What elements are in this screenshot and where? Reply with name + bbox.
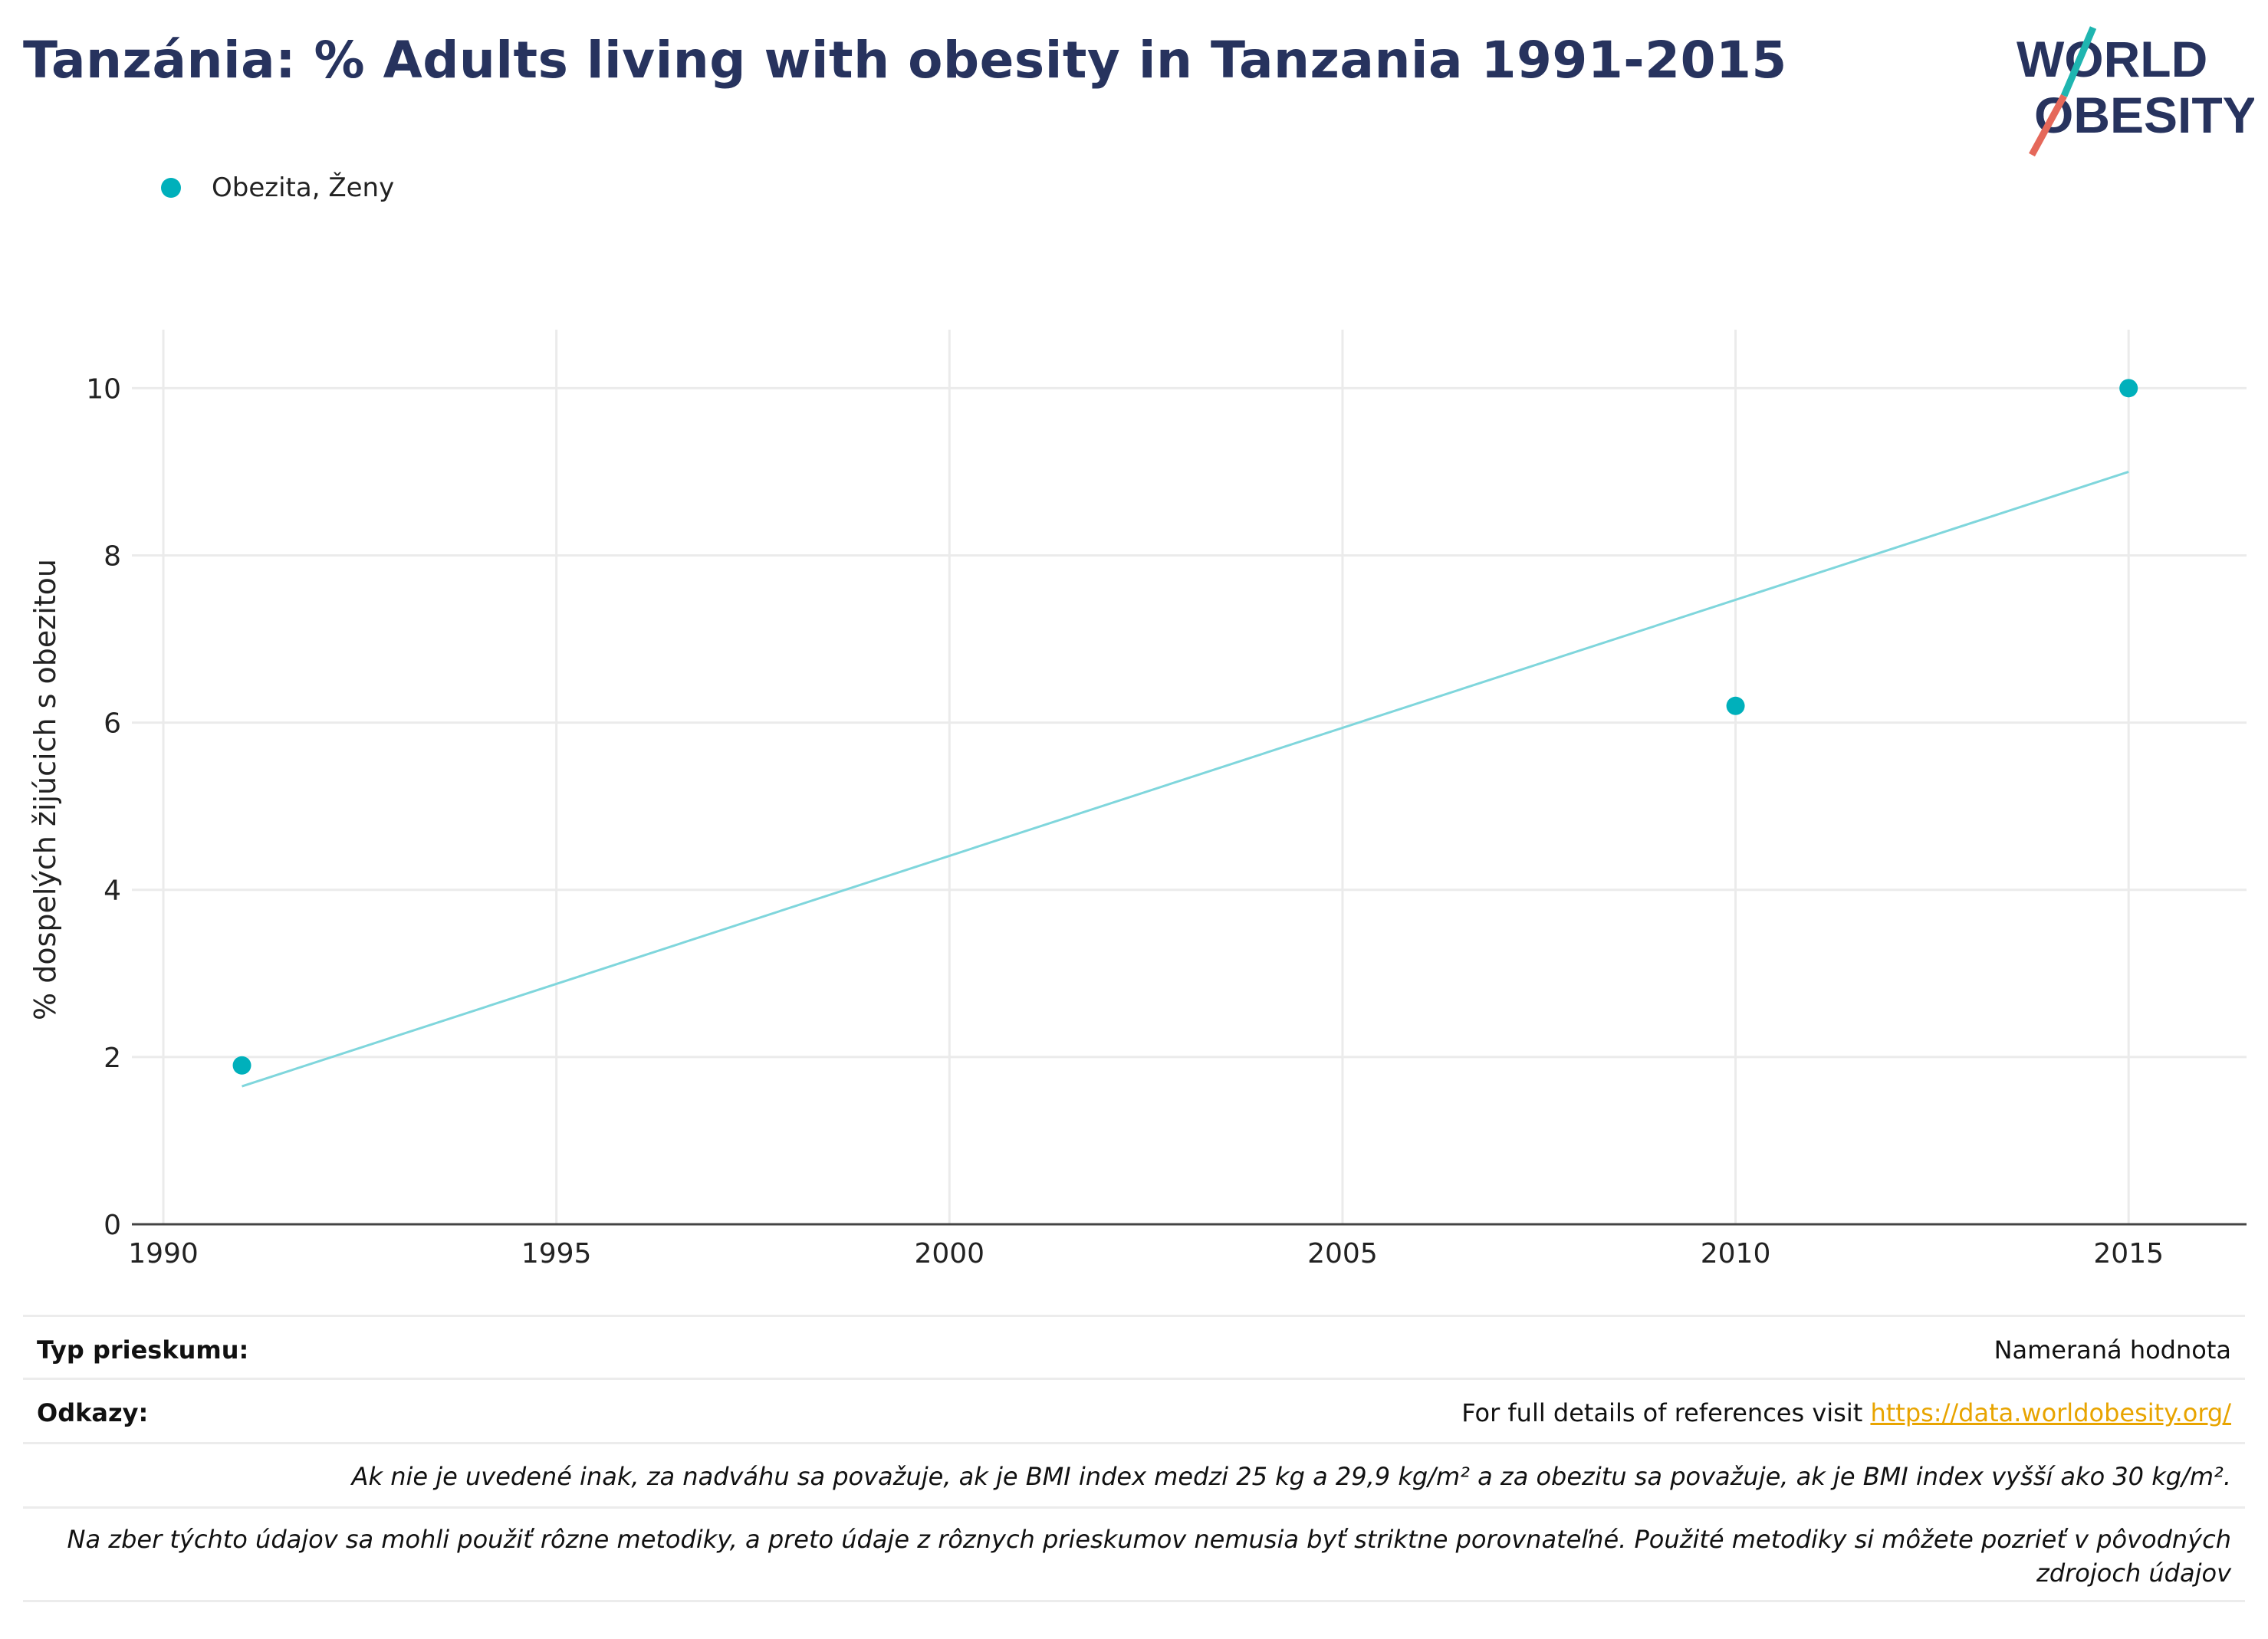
data-point [2119, 379, 2138, 398]
trendline-layer [242, 470, 2129, 1088]
logo-slash-top [2060, 26, 2097, 97]
bmi-note: Ak nie je uvedené inak, za nadváhu sa po… [351, 1462, 2231, 1491]
chart: 1990 1995 2000 2005 2010 2015 0 2 4 6 8 10 % dospel… [28, 330, 2247, 1269]
logo-slash-bottom [2029, 94, 2067, 157]
note-row-1: Ak nie je uvedené inak, za nadváhu sa po… [23, 1442, 2245, 1506]
x-tick-label: 2005 [1307, 1238, 1378, 1269]
y-axis-label: % dospelých žijúcich s obezitou [28, 559, 62, 1020]
legend-marker [161, 178, 181, 198]
grid [132, 330, 2247, 1224]
y-tick-label: 8 [104, 540, 121, 572]
logo-word-world: WORLD [2017, 31, 2207, 87]
data-point [232, 1056, 251, 1075]
x-tick-label: 2000 [914, 1238, 984, 1269]
references-row: Odkazy: For full details of references v… [23, 1378, 2245, 1442]
references-value: For full details of references visit htt… [1461, 1398, 2231, 1427]
references-text: For full details of references visit [1461, 1398, 1871, 1427]
y-tick-label: 6 [104, 708, 121, 740]
x-tick-label: 1995 [521, 1238, 592, 1269]
survey-type-row: Typ prieskumu: Nameraná hodnota [23, 1315, 2245, 1378]
axes: 1990 1995 2000 2005 2010 2015 0 2 4 6 8 10 [86, 373, 2247, 1269]
note-row-2: Na zber týchto údajov sa mohli použiť rô… [23, 1506, 2245, 1602]
survey-type-value: Nameraná hodnota [1994, 1335, 2231, 1365]
references-label: Odkazy: [37, 1398, 149, 1427]
page-title: Tanzánia: % Adults living with obesity i… [23, 31, 1787, 90]
survey-type-label: Typ prieskumu: [37, 1335, 249, 1365]
trendline [242, 470, 2129, 1088]
methodology-note: Na zber týchto údajov sa mohli použiť rô… [67, 1525, 2231, 1588]
y-tick-label: 0 [104, 1210, 121, 1241]
data-points [232, 379, 2138, 1075]
logo-graphic: WORLD OBESITY [2017, 26, 2256, 157]
references-link[interactable]: https://data.worldobesity.org/ [1870, 1398, 2231, 1427]
x-tick-label: 1990 [128, 1238, 199, 1269]
data-point [1726, 696, 1745, 715]
y-tick-label: 4 [104, 875, 121, 907]
x-tick-label: 2010 [1701, 1238, 1771, 1269]
world-obesity-logo: WORLD OBESITY [1994, 23, 2256, 161]
logo-word-obesity: OBESITY [2034, 87, 2254, 143]
y-tick-label: 10 [86, 373, 121, 405]
x-tick-label: 2015 [2093, 1238, 2164, 1269]
legend-label: Obezita, Ženy [212, 172, 395, 203]
y-tick-label: 2 [104, 1043, 121, 1074]
chart-legend: Obezita, Ženy [161, 172, 394, 203]
